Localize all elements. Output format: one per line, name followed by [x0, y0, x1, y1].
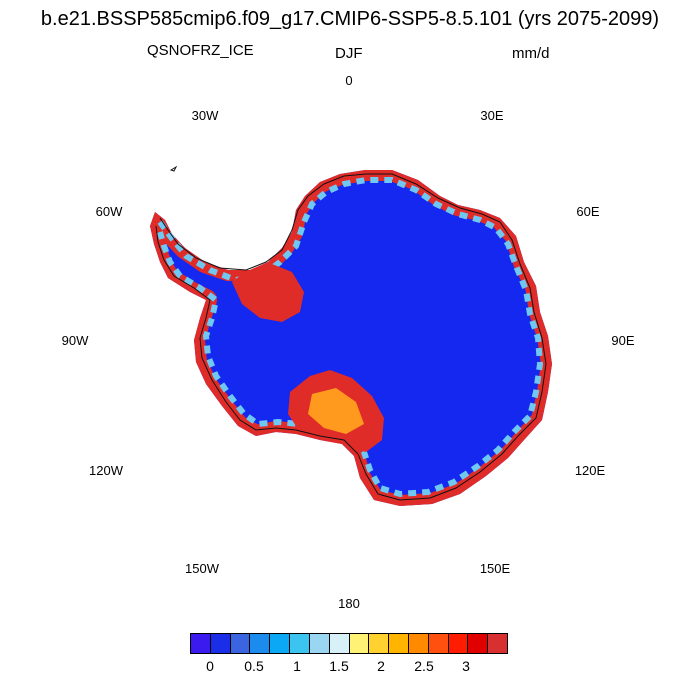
lon-label-90e: 90E [611, 333, 635, 348]
colorbar-tick-label: 3 [462, 658, 470, 674]
lon-label-0: 0 [345, 73, 353, 88]
colorbar-box [329, 634, 350, 653]
lon-label-90w: 90W [61, 333, 89, 348]
colorbar-box [369, 634, 390, 653]
colorbar-tick-label: 2.5 [414, 658, 434, 674]
lon-label-120w: 120W [89, 463, 123, 478]
colorbar-box [250, 634, 271, 653]
colorbar-tick-label: 0 [206, 658, 214, 674]
lon-label-30w: 30W [191, 108, 219, 123]
colorbar-box [389, 634, 409, 653]
colorbar-box [428, 634, 449, 653]
colorbar-tick-label: 0.5 [244, 658, 264, 674]
colorbar-box [290, 634, 310, 653]
colorbar-box [191, 634, 211, 653]
lon-label-150e: 150E [479, 561, 511, 576]
lon-label-120e: 120E [574, 463, 606, 478]
coastline [155, 173, 547, 501]
colorbar [190, 633, 508, 654]
colorbar-box [230, 634, 251, 653]
coastal-margin [150, 170, 552, 506]
colorbar-box [309, 634, 330, 653]
season-label: DJF [335, 45, 363, 62]
lon-label-60e: 60E [576, 204, 600, 219]
colorbar-tick-label: 1 [293, 658, 301, 674]
colorbar-tick-label: 1.5 [329, 658, 349, 674]
lon-label-180: 180 [338, 596, 360, 611]
colorbar-tick-label: 2 [377, 658, 385, 674]
units-label: mm/d [512, 45, 550, 62]
variable-label: QSNOFRZ_ICE [147, 42, 254, 59]
lon-label-150w: 150W [185, 561, 219, 576]
colorbar-box [408, 634, 429, 653]
island-outline [169, 165, 178, 172]
colorbar-box [488, 634, 507, 653]
colorbar-box [210, 634, 231, 653]
colorbar-box [349, 634, 370, 653]
lon-label-30e: 30E [480, 108, 504, 123]
colorbar-box [448, 634, 469, 653]
colorbar-box [270, 634, 291, 653]
plot-title: b.e21.BSSP585cmip6.f09_g17.CMIP6-SSP5-8.… [40, 8, 660, 30]
lon-label-60w: 60W [95, 204, 123, 219]
colorbar-box [468, 634, 489, 653]
